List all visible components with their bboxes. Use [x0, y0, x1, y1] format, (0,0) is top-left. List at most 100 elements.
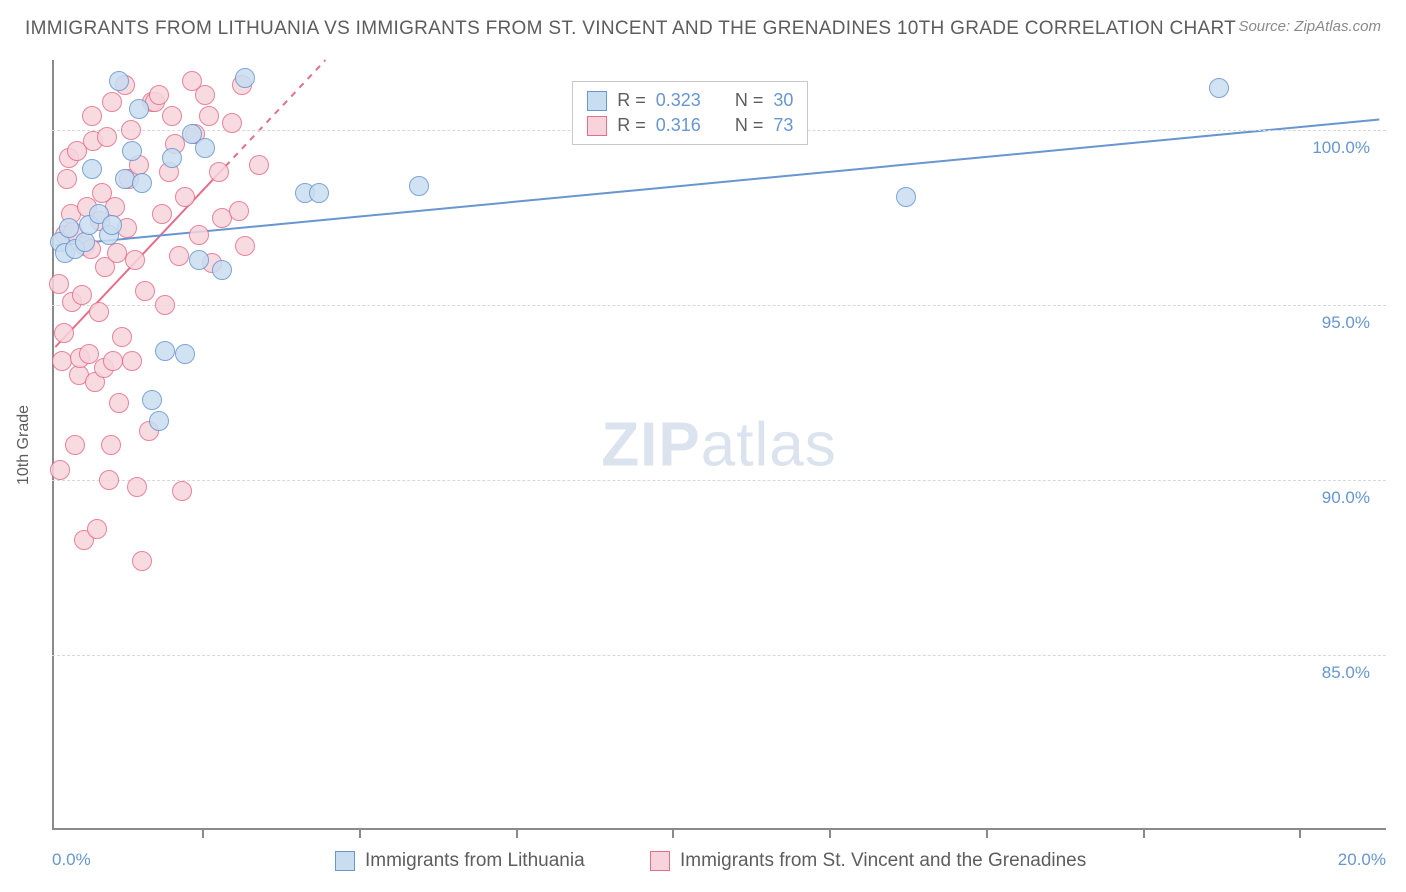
scatter-point [189, 225, 209, 245]
scatter-point [175, 344, 195, 364]
scatter-point [89, 302, 109, 322]
scatter-point [52, 351, 72, 371]
scatter-point [87, 519, 107, 539]
y-tick-label: 85.0% [1322, 663, 1370, 683]
gridline [52, 480, 1386, 481]
x-tick [202, 830, 204, 838]
x-tick [359, 830, 361, 838]
scatter-point [82, 106, 102, 126]
scatter-point [122, 351, 142, 371]
scatter-point [99, 470, 119, 490]
scatter-point [309, 183, 329, 203]
source-attribution: Source: ZipAtlas.com [1238, 18, 1381, 35]
scatter-point [162, 106, 182, 126]
plot-border [52, 60, 1386, 830]
x-tick [986, 830, 988, 838]
chart-container: IMMIGRANTS FROM LITHUANIA VS IMMIGRANTS … [0, 0, 1406, 892]
scatter-point [132, 173, 152, 193]
scatter-point [155, 341, 175, 361]
scatter-point [122, 141, 142, 161]
scatter-point [152, 204, 172, 224]
stats-legend: R = 0.323 N = 30 R = 0.316 N = 73 [572, 81, 808, 145]
scatter-point [109, 71, 129, 91]
scatter-point [409, 176, 429, 196]
scatter-point [175, 187, 195, 207]
scatter-point [212, 260, 232, 280]
y-tick-label: 95.0% [1322, 313, 1370, 333]
bottom-legend-series-1: Immigrants from Lithuania [335, 850, 585, 872]
scatter-point [162, 148, 182, 168]
chart-title: IMMIGRANTS FROM LITHUANIA VS IMMIGRANTS … [25, 18, 1236, 40]
scatter-point [1209, 78, 1229, 98]
y-tick-label: 90.0% [1322, 488, 1370, 508]
scatter-point [209, 162, 229, 182]
scatter-point [59, 218, 79, 238]
scatter-point [132, 551, 152, 571]
legend-series-label: Immigrants from Lithuania [365, 850, 585, 872]
scatter-point [102, 92, 122, 112]
legend-row: R = 0.323 N = 30 [587, 88, 793, 113]
scatter-point [129, 99, 149, 119]
legend-r-label: R = [617, 90, 646, 111]
bottom-legend-series-2: Immigrants from St. Vincent and the Gren… [650, 850, 1086, 872]
scatter-point [896, 187, 916, 207]
scatter-point [121, 120, 141, 140]
x-tick [1143, 830, 1145, 838]
x-axis-max-label: 20.0% [1338, 850, 1386, 870]
scatter-point [135, 281, 155, 301]
gridline [52, 655, 1386, 656]
scatter-point [97, 127, 117, 147]
scatter-point [249, 155, 269, 175]
scatter-point [50, 460, 70, 480]
x-tick [672, 830, 674, 838]
scatter-point [54, 323, 74, 343]
scatter-point [149, 85, 169, 105]
legend-series-label: Immigrants from St. Vincent and the Gren… [680, 850, 1086, 872]
legend-swatch [650, 851, 670, 871]
legend-row: R = 0.316 N = 73 [587, 113, 793, 138]
legend-swatch [587, 116, 607, 136]
scatter-point [75, 232, 95, 252]
scatter-point [72, 285, 92, 305]
scatter-point [195, 85, 215, 105]
scatter-point [199, 106, 219, 126]
legend-swatch [587, 91, 607, 111]
scatter-point [169, 246, 189, 266]
scatter-point [189, 250, 209, 270]
scatter-point [235, 68, 255, 88]
scatter-point [109, 393, 129, 413]
scatter-point [235, 236, 255, 256]
x-axis-min-label: 0.0% [52, 850, 91, 870]
scatter-point [229, 201, 249, 221]
scatter-point [65, 435, 85, 455]
legend-n-label: N = [735, 90, 764, 111]
scatter-point [222, 113, 242, 133]
legend-n-value: 73 [773, 115, 793, 136]
legend-r-value: 0.323 [656, 90, 701, 111]
scatter-point [149, 411, 169, 431]
x-tick [516, 830, 518, 838]
plot-area: 10th Grade ZIPatlas 85.0%90.0%95.0%100.0… [52, 60, 1386, 830]
scatter-point [102, 215, 122, 235]
scatter-point [155, 295, 175, 315]
scatter-point [142, 390, 162, 410]
scatter-point [57, 169, 77, 189]
x-tick [829, 830, 831, 838]
scatter-point [49, 274, 69, 294]
scatter-point [172, 481, 192, 501]
y-axis-label: 10th Grade [15, 405, 33, 485]
legend-r-label: R = [617, 115, 646, 136]
scatter-point [103, 351, 123, 371]
scatter-point [82, 159, 102, 179]
legend-r-value: 0.316 [656, 115, 701, 136]
scatter-point [127, 477, 147, 497]
scatter-point [195, 138, 215, 158]
legend-n-label: N = [735, 115, 764, 136]
y-tick-label: 100.0% [1312, 138, 1370, 158]
legend-swatch [335, 851, 355, 871]
gridline [52, 305, 1386, 306]
scatter-point [125, 250, 145, 270]
scatter-point [107, 243, 127, 263]
x-tick [1299, 830, 1301, 838]
legend-n-value: 30 [773, 90, 793, 111]
